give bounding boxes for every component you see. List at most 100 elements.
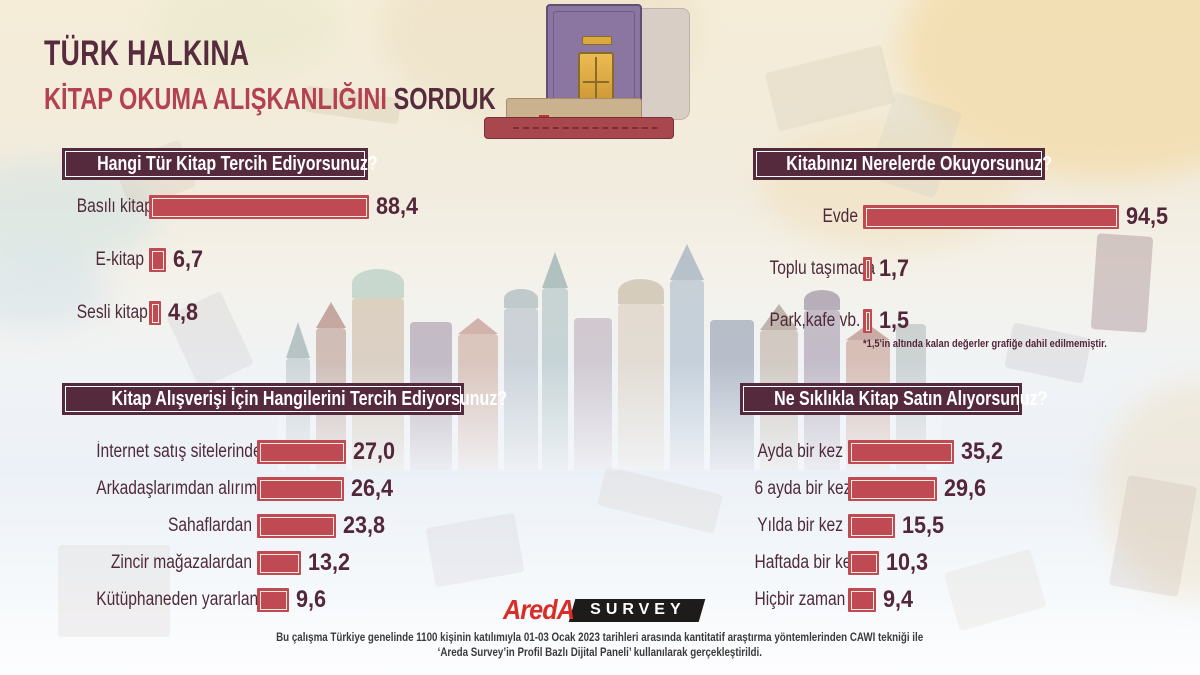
bar-value: 88,4 (376, 193, 419, 220)
bar-row: 6 ayda bir kez 29,6 (735, 475, 1022, 502)
book-tower (574, 318, 612, 470)
footnote: *1,5'in altında kalan değerler grafiğe d… (863, 338, 1107, 350)
bar (848, 514, 895, 538)
bar-value: 1,5 (879, 307, 910, 334)
bar-value: 35,2 (961, 438, 1004, 465)
logo-wordmark: AredA (502, 594, 575, 625)
bar-rows: İnternet satış sitelerinden 27,0 Arkadaşla… (62, 438, 464, 613)
bar-row: Zincir mağazalardan 13,2 (62, 549, 464, 576)
bar-label: Kütüphaneden yararlanırım (96, 589, 286, 610)
bar-row: Yılda bir kez 15,5 (735, 512, 1022, 539)
tower-dome (618, 279, 664, 304)
bar (149, 195, 369, 219)
title-line1: TÜRK HALKINA (44, 34, 250, 73)
footer-line1: Bu çalışma Türkiye genelinde 1100 kişini… (276, 632, 924, 644)
bar-row: Ayda bir kez 35,2 (735, 438, 1022, 465)
faded-book (596, 466, 724, 534)
bar-value: 15,5 (902, 512, 945, 539)
bar-row: Haftada bir kez 10,3 (735, 549, 1022, 576)
bar-label: İnternet satış sitelerinden (96, 441, 271, 462)
bar-label: Sahaflardan (167, 515, 252, 536)
footer-note: Bu çalışma Türkiye genelinde 1100 kişini… (0, 631, 1200, 661)
faded-book (1108, 474, 1198, 598)
bar (149, 248, 166, 272)
red-book (484, 117, 674, 139)
bar-label: Sesli kitap (76, 302, 148, 323)
book-tower (542, 252, 568, 470)
bar-row: Evde 94,5 (750, 203, 1173, 230)
tower-dome (504, 289, 538, 308)
bar-label: E-kitap (95, 249, 144, 270)
bar-value: 26,4 (351, 475, 394, 502)
bar-row: Sahaflardan 23,8 (62, 512, 464, 539)
bar (848, 440, 954, 464)
book-ornament (513, 127, 658, 129)
question-header: Ne Sıklıkla Kitap Satın Alıyorsunuz? (740, 383, 1047, 415)
bar-value: 13,2 (308, 549, 351, 576)
tower-roof (286, 322, 310, 358)
question-header-text: Kitap Alışverişi İçin Hangilerini Tercih… (111, 388, 508, 410)
bar (848, 588, 876, 612)
bar-value: 10,3 (886, 549, 929, 576)
faded-book (764, 44, 896, 132)
bar-row: E-kitap 6,7 (62, 246, 423, 273)
title-line2: KİTAP OKUMA ALIŞKANLIĞINI SORDUK (44, 81, 496, 117)
bar-label: Ayda bir kez (757, 441, 843, 462)
bar-value: 1,7 (879, 255, 910, 282)
bar-row: Kütüphaneden yararlanırım 9,6 (62, 586, 464, 613)
question-header-text: Hangi Tür Kitap Tercih Ediyorsunuz? (97, 153, 378, 175)
bar-value: 4,8 (168, 299, 199, 326)
cloud-shape (1100, 380, 1200, 600)
bar-row: Arkadaşlarımdan alırım 26,4 (62, 475, 464, 502)
bar-value: 94,5 (1126, 203, 1169, 230)
bar-value: 6,7 (173, 246, 204, 273)
bar (848, 551, 879, 575)
tower-roof (670, 244, 704, 280)
bar-row: Park,kafe vb. 1,5 (750, 307, 1173, 334)
bar-label: Basılı kitap (76, 196, 153, 217)
brand-logo: AredA SURVEY (0, 594, 1200, 625)
question-header: Kitabınızı Nerelerde Okuyorsunuz? (753, 148, 1052, 180)
bar-value: 9,6 (296, 586, 327, 613)
book-tower (504, 289, 538, 470)
bar (257, 440, 346, 464)
logo-survey-text: SURVEY (589, 600, 686, 618)
question-header: Kitap Alışverişi İçin Hangilerini Tercih… (62, 383, 507, 415)
bar-label: Yılda bir kez (757, 515, 843, 536)
page-title: TÜRK HALKINA KİTAP OKUMA ALIŞKANLIĞINI S… (44, 34, 638, 117)
bar (863, 205, 1119, 229)
bar (149, 301, 161, 325)
bar-rows: Ayda bir kez 35,2 6 ayda bir kez 29,6 Yılda … (735, 438, 1022, 613)
tower-roof (458, 318, 498, 334)
bar-value: 29,6 (944, 475, 987, 502)
tower-roof (542, 252, 568, 288)
bar-row: Hiçbir zaman 9,4 (735, 586, 1022, 613)
bar-label: Zincir mağazalardan (110, 552, 252, 573)
book-tower (618, 279, 664, 470)
chart-book-type: Hangi Tür Kitap Tercih Ediyorsunuz? Bası… (62, 148, 423, 326)
bar (257, 588, 289, 612)
chart-reading-place: Kitabınızı Nerelerde Okuyorsunuz? Evde 94… (750, 148, 1173, 350)
bar-value: 23,8 (343, 512, 386, 539)
bar-value: 9,4 (883, 586, 914, 613)
bar-label: Evde (822, 206, 858, 227)
bar (257, 514, 336, 538)
bar (863, 309, 872, 333)
bar-label: Arkadaşlarımdan alırım (96, 478, 258, 499)
chart-purchase-frequency: Ne Sıklıkla Kitap Satın Alıyorsunuz? Ayd… (735, 383, 1047, 613)
bar-row: Sesli kitap 4,8 (62, 299, 423, 326)
footer-line2: ‘Areda Survey’in Profil Bazlı Dijital Pa… (437, 647, 763, 659)
title-line2-sorduk: SORDUK (393, 81, 496, 116)
bar-row: İnternet satış sitelerinden 27,0 (62, 438, 464, 465)
bookmark-icon (539, 115, 549, 131)
question-header: Hangi Tür Kitap Tercih Ediyorsunuz? (62, 148, 378, 180)
bar (257, 551, 301, 575)
bar (863, 257, 872, 281)
question-header-text: Ne Sıklıkla Kitap Satın Alıyorsunuz? (774, 388, 1048, 410)
bar-label: 6 ayda bir kez (754, 478, 852, 499)
bar-rows: Evde 94,5 Toplu taşımada 1,7 Park,kafe vb. 1,… (750, 203, 1173, 334)
title-line2-red: KİTAP OKUMA ALIŞKANLIĞINI (44, 81, 387, 116)
bar (848, 477, 937, 501)
bar-row: Toplu taşımada 1,7 (750, 255, 1173, 282)
